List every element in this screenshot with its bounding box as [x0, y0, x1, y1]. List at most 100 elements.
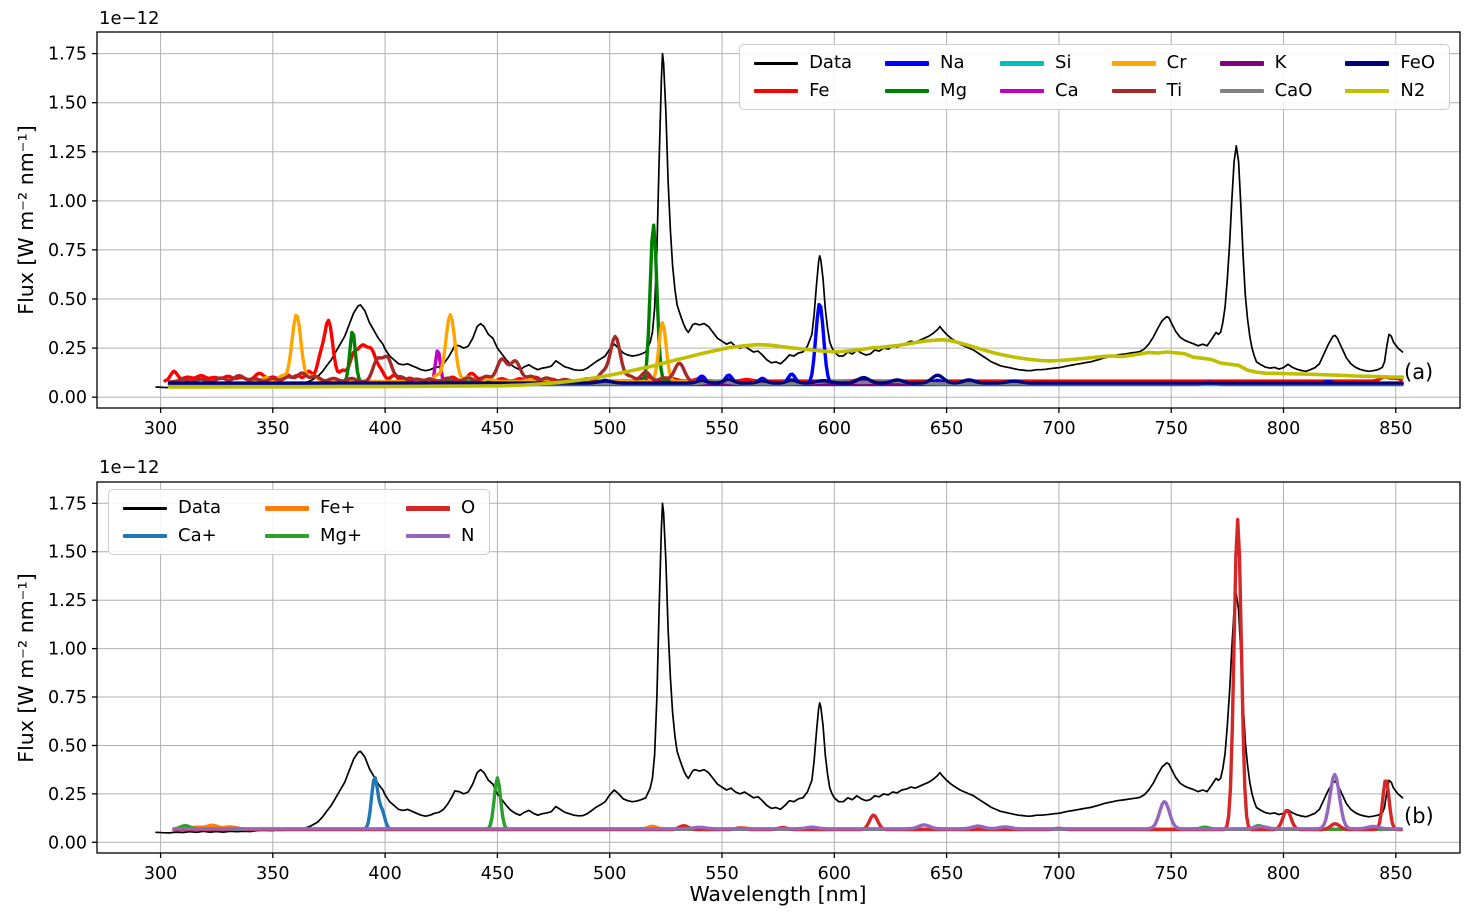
legend-swatch-O — [406, 506, 451, 511]
legend-swatch-Data — [123, 507, 167, 510]
legend-swatch-Data — [754, 62, 799, 65]
legend-panel-b: Data Ca+ Fe+ Mg+ O N — [108, 489, 491, 556]
legend-item-Data: Data — [754, 52, 853, 74]
series-FeO — [167, 373, 1404, 385]
legend-label-Na: Na — [940, 52, 965, 73]
x-tick-label: 800 — [1267, 419, 1300, 439]
x-tick-label: 400 — [368, 419, 401, 439]
legend-item-Cr: Cr — [1111, 52, 1187, 74]
series-O — [172, 517, 1403, 832]
series-N2 — [167, 337, 1405, 389]
legend-item-O: O — [406, 497, 476, 519]
legend-item-Mg: Mg — [885, 79, 968, 102]
legend-swatch-Fe+ — [264, 506, 309, 511]
legend-item-Na: Na — [885, 52, 967, 74]
x-tick-label: 300 — [144, 864, 177, 884]
series-Data — [155, 502, 1404, 834]
y-axis-label-panel-a: Flux [W m⁻² nm⁻¹] — [14, 125, 38, 315]
panel-label-a: (a) — [1404, 360, 1434, 384]
x-tick-label: 500 — [593, 419, 626, 439]
y-tick-label: 1.25 — [48, 591, 87, 611]
legend-item-Si: Si — [1000, 52, 1079, 74]
legend-label-Data: Data — [178, 497, 221, 518]
panel-label-b: (b) — [1404, 804, 1434, 828]
y-tick-label: 1.75 — [48, 45, 87, 65]
y-axis-label-panel-b: Flux [W m⁻² nm⁻¹] — [14, 573, 38, 763]
legend-label-Data: Data — [809, 52, 853, 73]
legend-label-Ca+: Ca+ — [178, 524, 217, 546]
legend-item-Fe: Fe — [754, 79, 852, 102]
legend-item-N2: N2 — [1345, 79, 1435, 102]
x-tick-label: 450 — [481, 864, 514, 884]
legend-label-FeO: FeO — [1400, 52, 1435, 73]
x-tick-label: 600 — [818, 419, 851, 439]
legend-swatch-Mg — [885, 88, 930, 94]
legend-item-CaO: CaO — [1219, 79, 1313, 102]
legend-label-N: N — [461, 524, 475, 546]
x-tick-label: 650 — [930, 864, 963, 884]
x-tick-label: 800 — [1267, 864, 1300, 884]
x-tick-label: 700 — [1042, 864, 1075, 884]
y-tick-label: 0.50 — [48, 290, 87, 310]
y-tick-label: 0.75 — [48, 241, 87, 261]
y-tick-label: 1.75 — [48, 494, 87, 514]
x-tick-label: 750 — [1154, 419, 1187, 439]
legend-panel-a: Data Fe Na Mg Si Ca Cr Ti K CaO FeO N2 — [739, 44, 1450, 111]
legend-item-K: K — [1219, 52, 1313, 74]
legend-swatch-K — [1219, 61, 1264, 66]
y-tick-label: 0.25 — [48, 785, 87, 805]
x-tick-label: 350 — [256, 419, 289, 439]
y-axis-offset-panel-a: 1e−12 — [99, 8, 160, 29]
y-tick-label: 0.25 — [48, 339, 87, 359]
legend-item-Mg+: Mg+ — [264, 524, 363, 547]
legend-label-Ti: Ti — [1166, 79, 1183, 101]
axes-spine — [96, 481, 1461, 854]
y-tick-label: 1.00 — [48, 192, 87, 212]
y-tick-label: 1.50 — [48, 94, 87, 114]
x-tick-label: 600 — [818, 864, 851, 884]
legend-label-K: K — [1274, 52, 1287, 73]
y-tick-label: 1.50 — [48, 543, 87, 563]
x-tick-label: 850 — [1379, 864, 1412, 884]
legend-item-Data: Data — [123, 497, 221, 519]
series-Ti — [167, 334, 696, 384]
x-tick-label: 550 — [705, 864, 738, 884]
legend-label-Mg: Mg — [940, 79, 968, 101]
legend-item-N: N — [406, 524, 475, 547]
legend-item-FeO: FeO — [1345, 52, 1435, 74]
legend-label-Ca: Ca — [1055, 79, 1079, 101]
legend-item-Ca: Ca — [1000, 79, 1079, 102]
legend-label-Fe+: Fe+ — [319, 497, 356, 518]
legend-label-CaO: CaO — [1274, 79, 1313, 101]
legend-label-Cr: Cr — [1166, 52, 1187, 73]
legend-swatch-Fe — [754, 88, 799, 94]
x-tick-label: 850 — [1379, 419, 1412, 439]
legend-swatch-FeO — [1345, 61, 1390, 66]
legend-swatch-Mg+ — [264, 533, 309, 539]
legend-item-Fe+: Fe+ — [264, 497, 362, 519]
legend-item-Ti: Ti — [1111, 79, 1187, 102]
legend-swatch-N2 — [1345, 88, 1390, 94]
x-tick-label: 650 — [930, 419, 963, 439]
x-tick-label: 300 — [144, 419, 177, 439]
legend-item-Ca+: Ca+ — [123, 524, 221, 547]
legend-label-O: O — [461, 497, 476, 518]
legend-label-N2: N2 — [1400, 79, 1426, 101]
x-tick-label: 400 — [368, 864, 401, 884]
legend-swatch-Ca+ — [123, 533, 167, 539]
axes-spine — [96, 31, 1461, 409]
legend-swatch-Si — [1000, 61, 1045, 66]
legend-swatch-Na — [885, 61, 930, 66]
series-N — [172, 772, 1403, 831]
x-tick-label: 700 — [1042, 419, 1075, 439]
x-tick-label: 500 — [593, 864, 626, 884]
legend-label-Mg+: Mg+ — [319, 524, 363, 546]
legend-label-Fe: Fe — [809, 79, 830, 101]
y-tick-label: 0.50 — [48, 737, 87, 757]
x-tick-label: 450 — [481, 419, 514, 439]
y-axis-offset-panel-b: 1e−12 — [99, 457, 160, 478]
y-tick-label: 0.00 — [48, 833, 87, 853]
legend-label-Si: Si — [1055, 52, 1072, 73]
y-tick-label: 0.75 — [48, 688, 87, 708]
